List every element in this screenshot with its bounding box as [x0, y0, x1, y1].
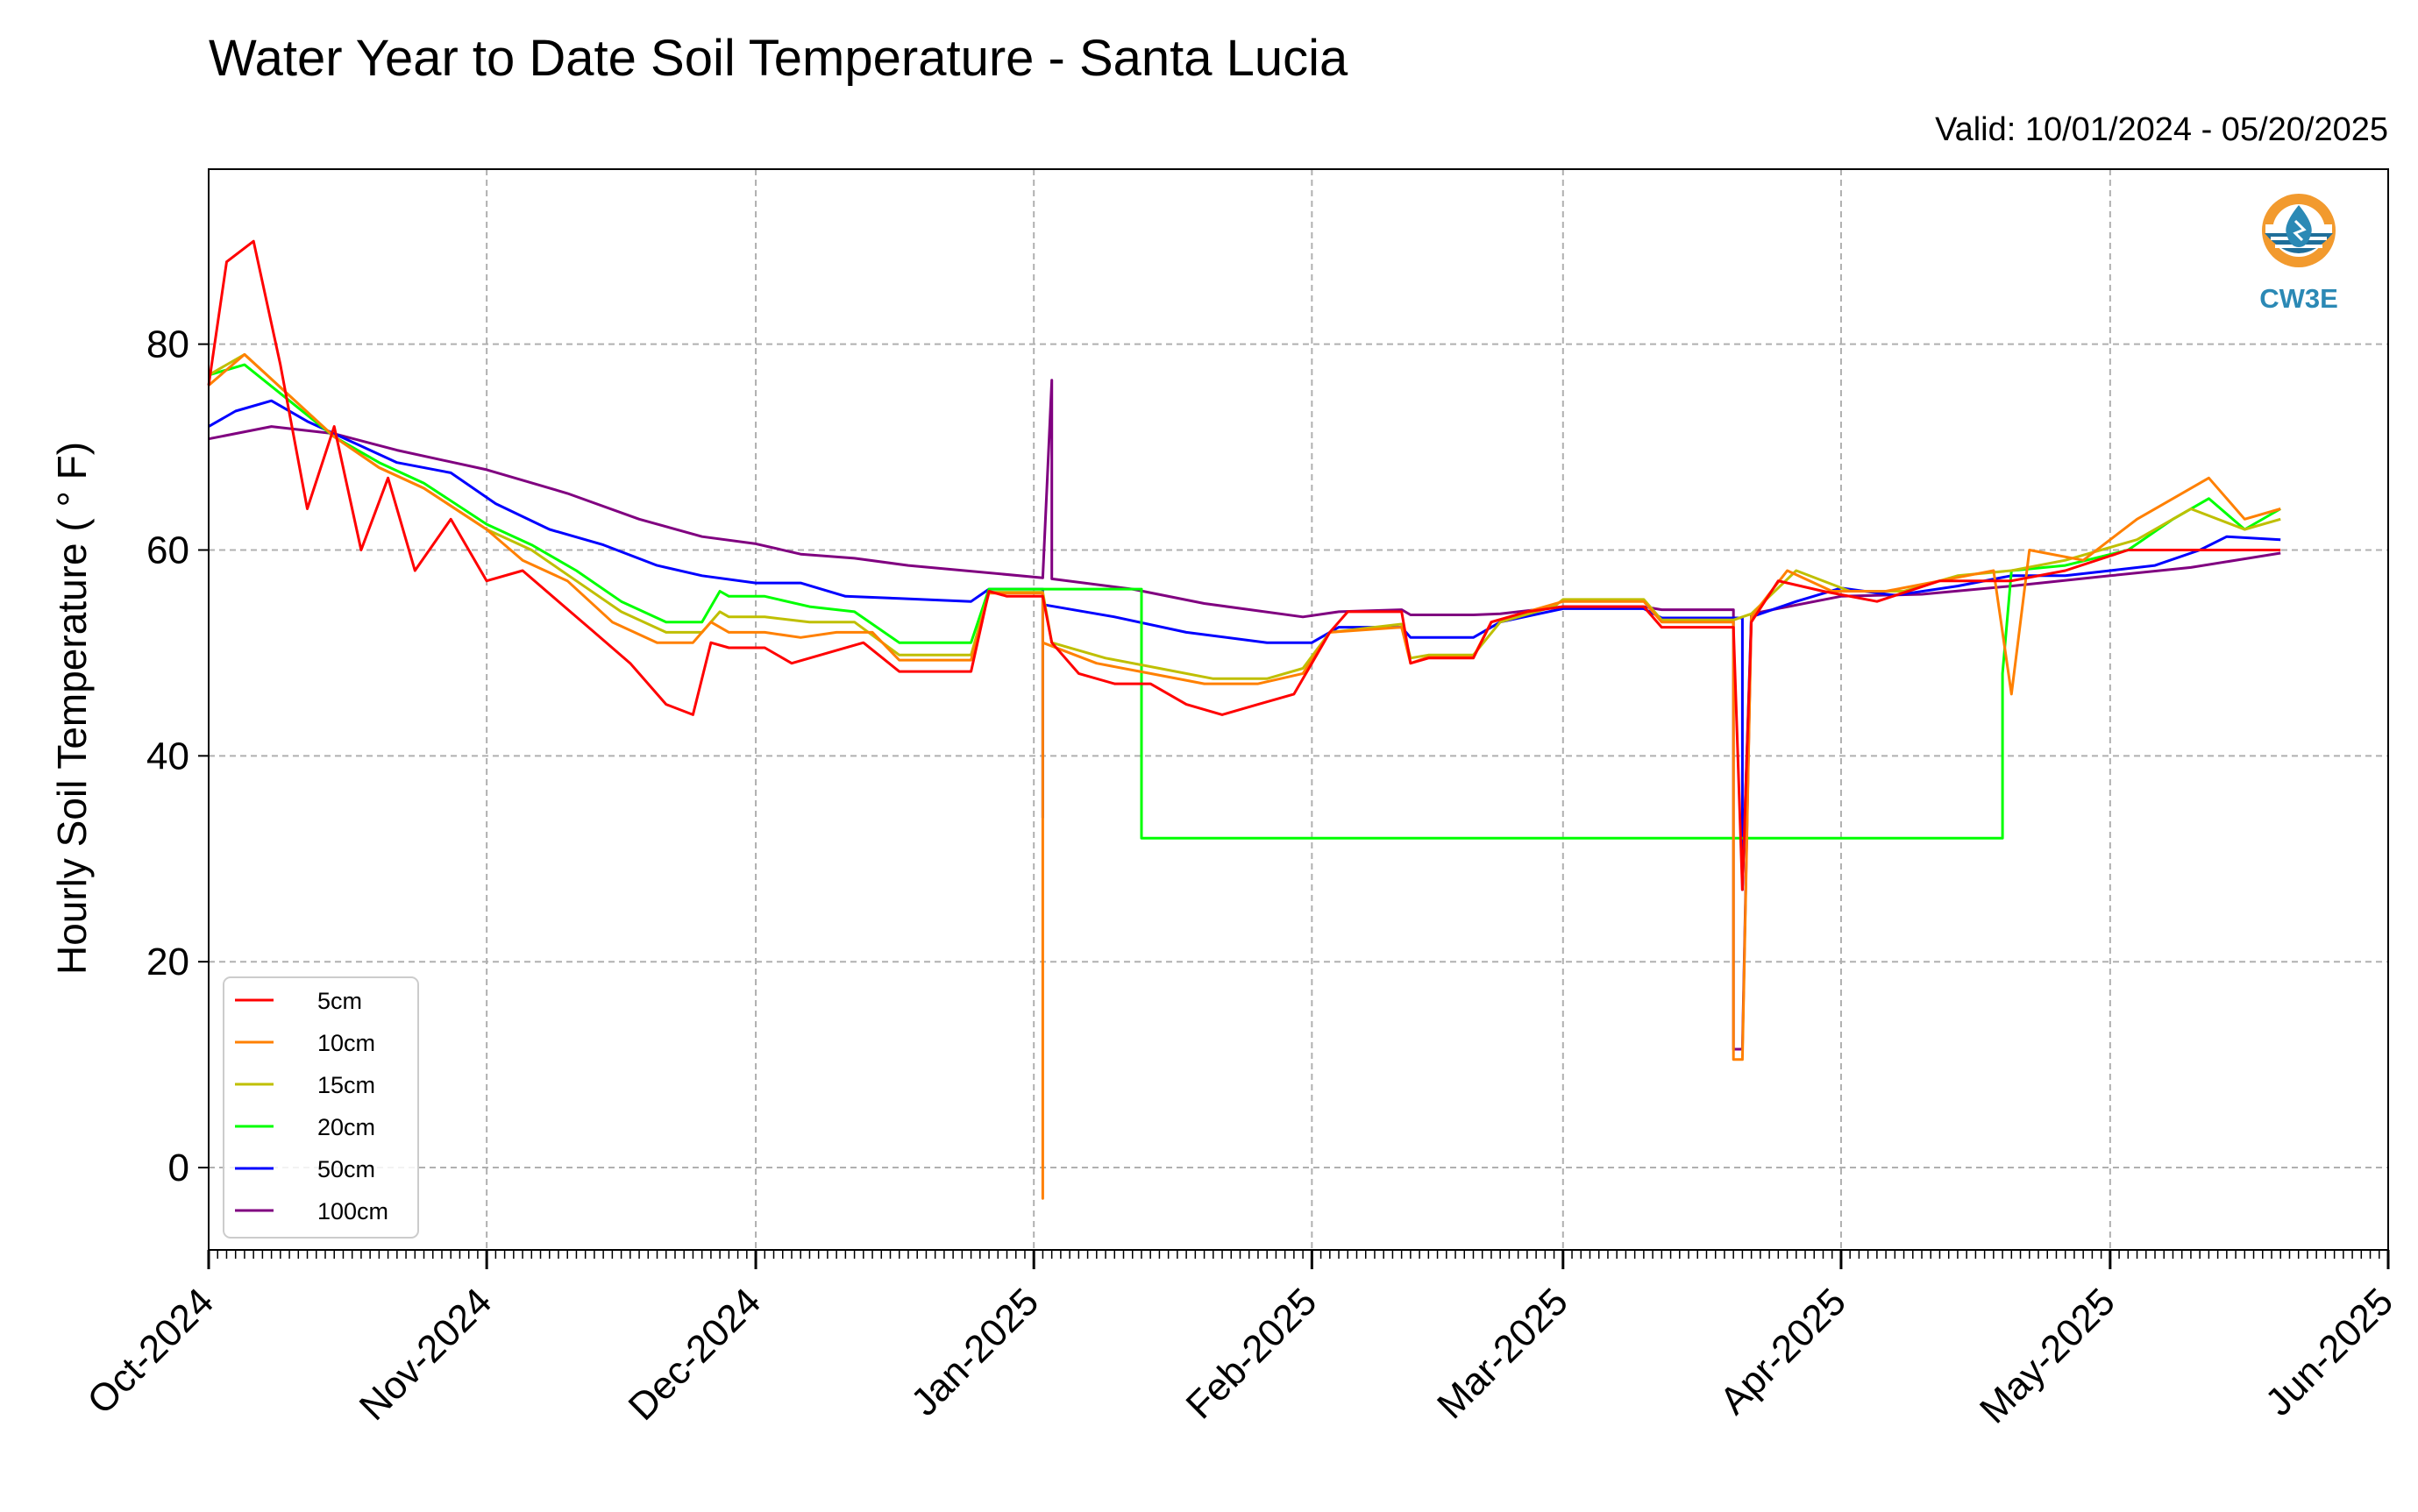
- chart-title: Water Year to Date Soil Temperature - Sa…: [209, 30, 1348, 87]
- logo-text: CW3E: [2259, 283, 2338, 314]
- y-tick-label: 80: [146, 323, 189, 366]
- data-lines: [207, 239, 2281, 1200]
- legend: 5cm 10cm 15cm 20cm 50cm 100cm: [223, 976, 419, 1239]
- water-drop-icon: [2262, 194, 2336, 267]
- y-tick-label: 60: [146, 529, 189, 571]
- series-line-20cm: [208, 363, 2281, 840]
- legend-label-50cm: 50cm: [317, 1156, 375, 1182]
- y-axis-label: Hourly Soil Temperature ( ° F): [49, 442, 95, 975]
- y-tick-label: 40: [146, 735, 189, 777]
- valid-range: Valid: 10/01/2024 - 05/20/2025: [1935, 111, 2388, 148]
- y-axis: 0 20 40 60 80: [146, 323, 209, 1189]
- legend-label-10cm: 10cm: [317, 1030, 375, 1056]
- y-tick-label: 20: [146, 941, 189, 983]
- x-minor-ticks: [208, 1250, 2389, 1259]
- legend-label-20cm: 20cm: [317, 1114, 375, 1140]
- cw3e-logo: CW3E: [2259, 194, 2338, 314]
- y-tick-label: 0: [168, 1146, 189, 1189]
- legend-label-5cm: 5cm: [317, 988, 362, 1014]
- series-line-50cm: [208, 399, 2281, 891]
- plot-frame: [208, 168, 2389, 1251]
- legend-label-100cm: 100cm: [317, 1198, 388, 1225]
- gridlines: [209, 169, 2388, 1250]
- series-line-5cm: [207, 239, 2281, 891]
- legend-label-15cm: 15cm: [317, 1072, 375, 1098]
